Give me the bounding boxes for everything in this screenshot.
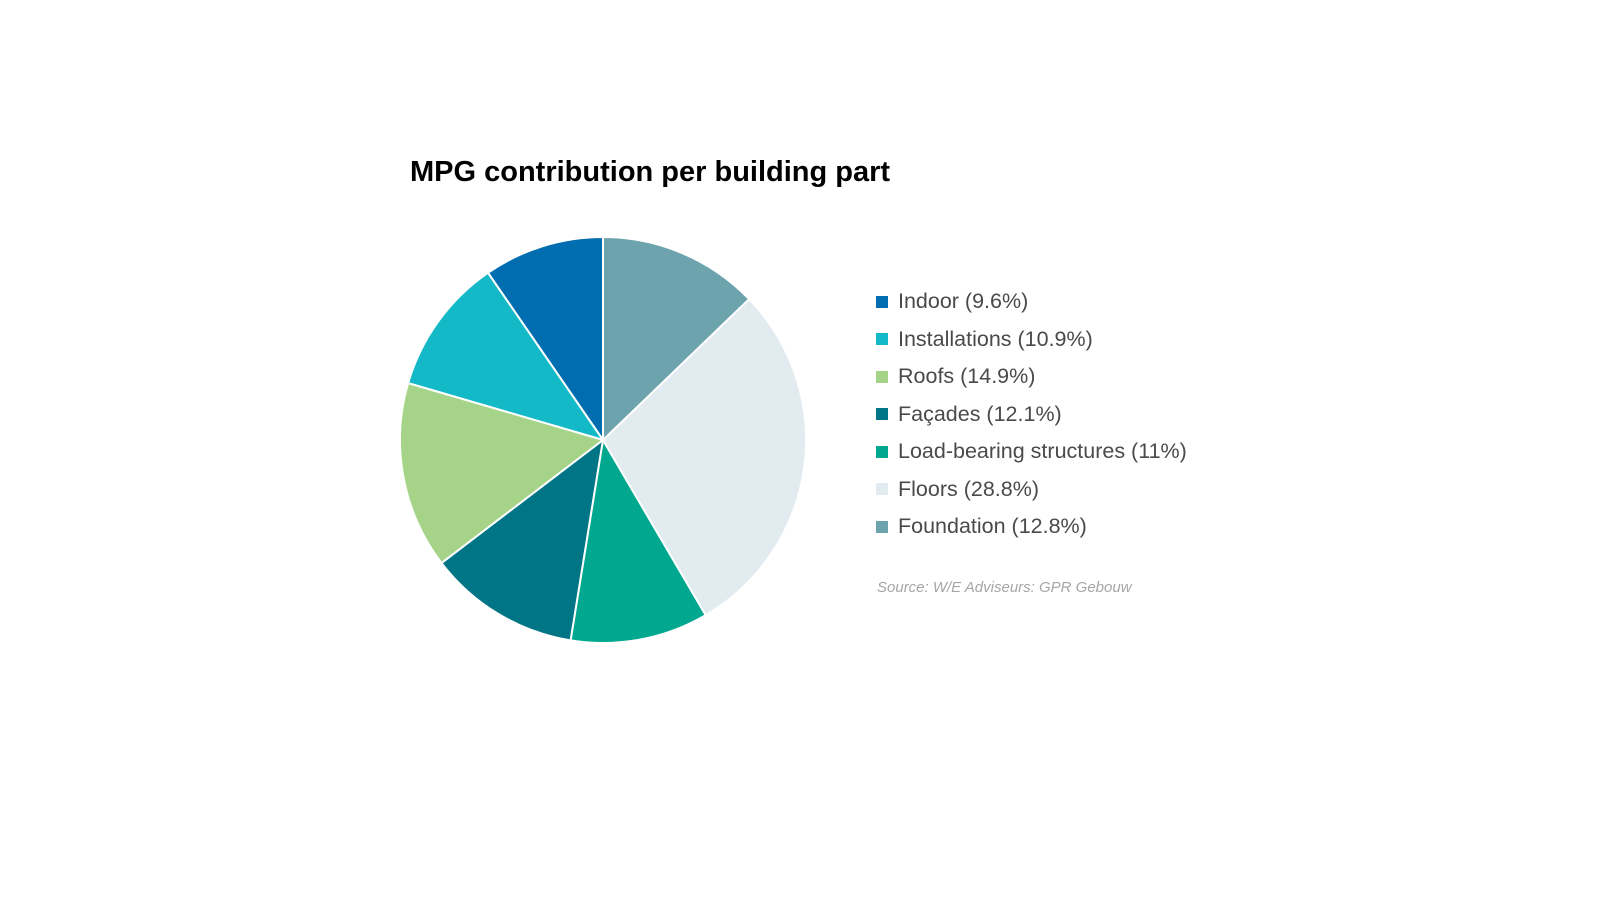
legend-label: Façades (12.1%) [898, 401, 1062, 426]
legend-item: Load-bearing structures (11%) [876, 433, 1187, 471]
pie-slice-1 [407, 271, 604, 441]
chart-legend: Indoor (9.6%) Installations (10.9%) Roofs … [876, 283, 1187, 546]
pie-slices [399, 236, 807, 644]
pie-slice-6 [602, 236, 751, 441]
legend-swatch [876, 483, 888, 496]
legend-item: Façades (12.1%) [876, 396, 1187, 434]
source-note: Source: W/E Adviseurs: GPR Gebouw [877, 579, 1132, 596]
legend-label: Installations (10.9%) [898, 326, 1093, 351]
legend-swatch [876, 520, 888, 533]
pie-slice-3 [440, 439, 604, 642]
legend-item: Installations (10.9%) [876, 321, 1187, 359]
legend-swatch [876, 408, 888, 421]
legend-item: Indoor (9.6%) [876, 283, 1187, 321]
legend-label: Roofs (14.9%) [898, 364, 1036, 389]
legend-item: Roofs (14.9%) [876, 358, 1187, 396]
legend-swatch [876, 295, 888, 308]
legend-label: Foundation (12.8%) [898, 514, 1087, 539]
pie-chart [399, 236, 807, 644]
chart-title: MPG contribution per building part [410, 156, 891, 188]
legend-swatch [876, 370, 888, 383]
legend-swatch [876, 333, 888, 346]
legend-label: Indoor (9.6%) [898, 289, 1029, 314]
legend-label: Load-bearing structures (11%) [898, 439, 1187, 464]
pie-slice-5 [602, 298, 807, 617]
legend-label: Floors (28.8%) [898, 476, 1039, 501]
legend-item: Foundation (12.8%) [876, 508, 1187, 546]
legend-item: Floors (28.8%) [876, 471, 1187, 509]
pie-slice-4 [569, 439, 707, 644]
pie-slice-2 [399, 382, 604, 565]
pie-slice-0 [486, 236, 604, 441]
legend-swatch [876, 445, 888, 458]
